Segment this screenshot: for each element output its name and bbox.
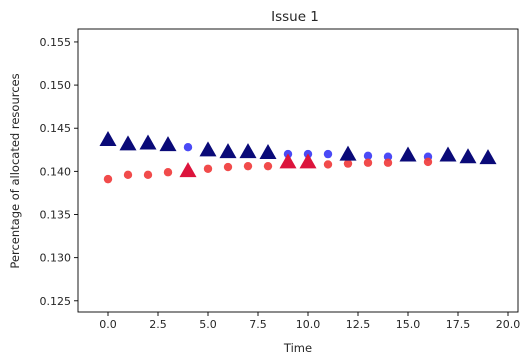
circle-point bbox=[323, 149, 333, 159]
circle-point bbox=[123, 170, 133, 180]
triangle-point bbox=[259, 143, 277, 159]
circle-point bbox=[323, 160, 333, 169]
y-tick-label: 0.140 bbox=[40, 165, 72, 178]
x-axis-label: Time bbox=[283, 341, 312, 355]
triangle-point bbox=[459, 148, 477, 164]
circle-point bbox=[103, 174, 113, 184]
triangle-point bbox=[139, 134, 157, 150]
triangle-point bbox=[399, 146, 417, 162]
triangle-point bbox=[99, 131, 117, 147]
triangle-point bbox=[239, 143, 257, 159]
y-axis-label: Percentage of allocated resources bbox=[8, 73, 22, 268]
y-tick-label: 0.155 bbox=[40, 36, 72, 49]
x-tick-label: 15.0 bbox=[396, 318, 421, 331]
triangle-point bbox=[119, 135, 137, 151]
triangle-point bbox=[159, 136, 177, 152]
x-tick-label: 5.0 bbox=[199, 318, 217, 331]
circle-point bbox=[183, 143, 193, 152]
y-tick-label: 0.130 bbox=[40, 252, 72, 265]
x-tick-label: 12.5 bbox=[346, 318, 371, 331]
x-tick-label: 2.5 bbox=[149, 318, 167, 331]
y-axis: 0.125 0.130 0.135 0.140 0.145 0.150 0.155 bbox=[40, 36, 78, 308]
circle-point bbox=[363, 151, 373, 161]
plot-marks bbox=[99, 131, 497, 184]
circle-point bbox=[203, 164, 213, 173]
triangle-point bbox=[199, 141, 217, 157]
y-tick-label: 0.135 bbox=[40, 209, 72, 222]
triangle-point bbox=[179, 162, 197, 178]
circle-point bbox=[423, 157, 433, 167]
circle-point bbox=[383, 158, 393, 167]
y-tick-label: 0.150 bbox=[40, 79, 72, 92]
triangle-point bbox=[219, 143, 237, 159]
circle-point bbox=[163, 168, 173, 177]
circle-point bbox=[343, 159, 353, 168]
circle-point bbox=[263, 161, 273, 171]
y-tick-label: 0.145 bbox=[40, 122, 72, 135]
circle-point bbox=[143, 170, 153, 180]
x-tick-label: 17.5 bbox=[446, 318, 471, 331]
triangle-point bbox=[479, 149, 497, 165]
chart-title: Issue 1 bbox=[271, 9, 319, 25]
triangle-point bbox=[279, 153, 297, 169]
x-axis: 0.0 2.5 5.0 7.5 10.0 12.5 15.0 17.5 20.0 bbox=[99, 312, 520, 331]
circle-point bbox=[363, 158, 373, 167]
triangle-point bbox=[339, 145, 357, 161]
circle-point bbox=[223, 162, 233, 172]
plot-frame bbox=[77, 28, 519, 313]
circle-point bbox=[243, 161, 253, 171]
y-tick-label: 0.125 bbox=[40, 295, 72, 308]
triangle-point bbox=[439, 146, 457, 162]
x-tick-label: 10.0 bbox=[296, 318, 321, 331]
circle-point bbox=[383, 152, 393, 161]
x-tick-label: 0.0 bbox=[99, 318, 117, 331]
x-tick-label: 20.0 bbox=[496, 318, 521, 331]
x-tick-label: 7.5 bbox=[249, 318, 267, 331]
triangle-point bbox=[299, 153, 317, 169]
